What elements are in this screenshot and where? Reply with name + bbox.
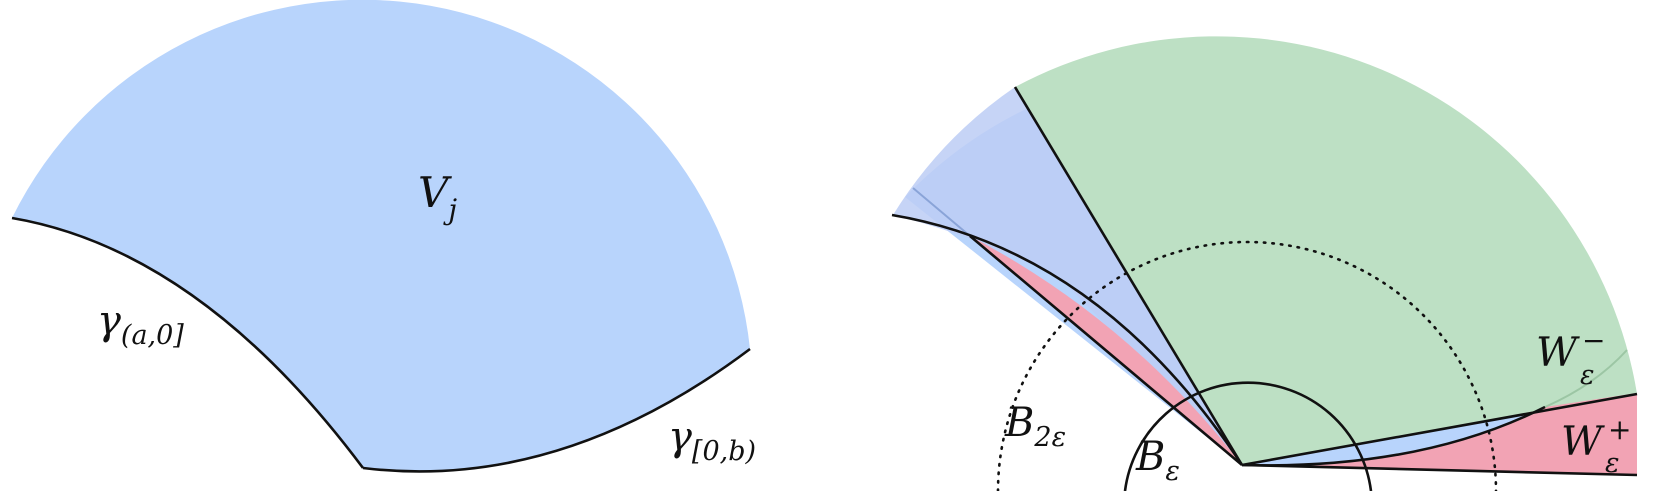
label-b-eps: Bε <box>1135 434 1180 487</box>
circle-b-eps <box>1123 381 1373 491</box>
label-gamma-right: γ[0,b) <box>668 414 756 467</box>
label-gamma-right-sub: [0,b) <box>692 436 756 467</box>
region-v-j <box>12 0 750 472</box>
left-panel: Vj γ(a,0] γ[0,b) <box>11 0 756 473</box>
line-upper-ray <box>1013 86 1244 466</box>
label-gamma-left: γ(a,0] <box>97 298 184 351</box>
right-panel: B2ε Bε W − ε W + ε <box>891 36 1638 491</box>
label-b-2eps-main: B <box>1004 400 1034 446</box>
label-gamma-right-main: γ <box>668 414 692 460</box>
label-v-j-main: V <box>418 168 452 217</box>
label-gamma-left-sub: (a,0] <box>121 320 184 351</box>
label-w-eps-minus-main: W <box>1536 330 1580 376</box>
curve-gamma-left <box>11 216 365 469</box>
curve-outer-left <box>891 213 1244 466</box>
label-b-eps-main: B <box>1135 434 1165 480</box>
label-gamma-left-main: γ <box>97 298 121 344</box>
label-b-eps-sub: ε <box>1165 456 1180 487</box>
label-b-2eps-sub: 2ε <box>1033 422 1066 453</box>
curve-gamma-right <box>362 347 751 473</box>
curve-inner-right <box>1241 405 1546 467</box>
line-right-upper <box>1241 392 1638 467</box>
label-w-eps-minus-sup: − <box>1582 324 1605 357</box>
faint-edge-line <box>912 187 971 237</box>
label-w-eps-minus-sub: ε <box>1580 360 1595 391</box>
region-green-sector <box>1015 36 1637 466</box>
label-w-eps-plus-sub: ε <box>1605 448 1620 479</box>
label-w-eps-plus-sup: + <box>1608 413 1631 446</box>
label-w-eps-plus: W <box>1561 419 1605 465</box>
label-w-eps-plus-main: W <box>1561 419 1605 465</box>
region-pink-right <box>1242 393 1637 475</box>
faint-arc-right <box>1544 349 1628 408</box>
label-b-2eps: B2ε <box>1004 400 1066 453</box>
label-w-eps-minus: W <box>1536 330 1580 376</box>
dotted-circle-b-2eps <box>996 240 1498 491</box>
line-inner-left <box>969 235 1243 466</box>
line-right-lower <box>1241 463 1638 477</box>
